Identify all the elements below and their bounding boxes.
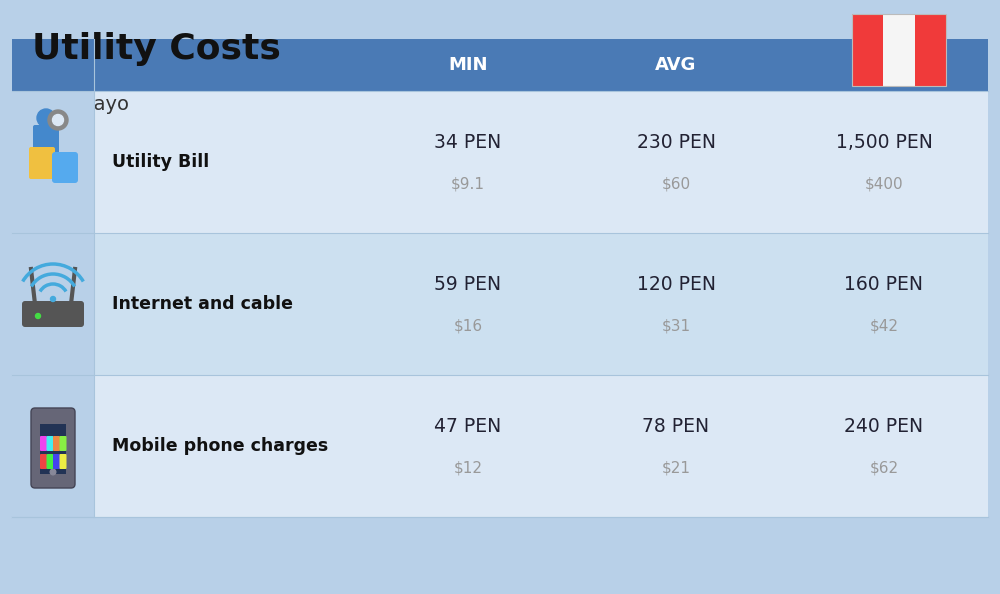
FancyBboxPatch shape [40, 424, 66, 474]
Text: 34 PEN: 34 PEN [434, 132, 502, 151]
FancyBboxPatch shape [12, 91, 988, 233]
FancyBboxPatch shape [40, 436, 47, 451]
Circle shape [48, 110, 68, 130]
FancyBboxPatch shape [31, 408, 75, 488]
Text: 59 PEN: 59 PEN [434, 274, 502, 293]
Text: $16: $16 [453, 318, 483, 333]
Text: $42: $42 [870, 318, 898, 333]
FancyBboxPatch shape [60, 436, 66, 451]
FancyBboxPatch shape [22, 301, 84, 327]
Text: $62: $62 [869, 460, 899, 476]
FancyBboxPatch shape [12, 91, 94, 233]
FancyBboxPatch shape [60, 454, 66, 469]
Text: MIN: MIN [448, 56, 488, 74]
FancyBboxPatch shape [53, 454, 60, 469]
Circle shape [50, 469, 56, 475]
Text: 160 PEN: 160 PEN [844, 274, 924, 293]
FancyBboxPatch shape [53, 436, 60, 451]
FancyBboxPatch shape [915, 14, 946, 86]
FancyBboxPatch shape [12, 233, 94, 375]
Text: Utility Bill: Utility Bill [112, 153, 209, 171]
Text: 47 PEN: 47 PEN [434, 416, 502, 435]
FancyBboxPatch shape [12, 233, 988, 375]
Text: 120 PEN: 120 PEN [637, 274, 716, 293]
Circle shape [37, 109, 55, 127]
FancyBboxPatch shape [883, 14, 915, 86]
Text: $12: $12 [454, 460, 482, 476]
Bar [852, 14, 946, 86]
Text: $31: $31 [661, 318, 691, 333]
Text: 230 PEN: 230 PEN [637, 132, 716, 151]
Text: Utility Costs: Utility Costs [32, 32, 281, 66]
FancyBboxPatch shape [12, 375, 988, 517]
Text: $9.1: $9.1 [451, 176, 485, 191]
Text: AVG: AVG [655, 56, 697, 74]
Text: $400: $400 [865, 176, 903, 191]
Text: MAX: MAX [861, 56, 907, 74]
FancyBboxPatch shape [12, 375, 94, 517]
Text: 78 PEN: 78 PEN [642, 416, 710, 435]
FancyBboxPatch shape [46, 436, 54, 451]
Circle shape [50, 296, 56, 302]
FancyBboxPatch shape [12, 39, 988, 91]
Text: $21: $21 [662, 460, 691, 476]
FancyBboxPatch shape [33, 125, 59, 159]
FancyBboxPatch shape [46, 454, 54, 469]
Text: 1,500 PEN: 1,500 PEN [836, 132, 932, 151]
Text: Huancayo: Huancayo [32, 94, 129, 113]
FancyBboxPatch shape [40, 454, 47, 469]
Text: 240 PEN: 240 PEN [844, 416, 924, 435]
Text: Mobile phone charges: Mobile phone charges [112, 437, 328, 455]
Circle shape [53, 115, 64, 125]
Text: Internet and cable: Internet and cable [112, 295, 293, 313]
Circle shape [36, 314, 40, 318]
FancyBboxPatch shape [852, 14, 883, 86]
FancyBboxPatch shape [52, 152, 78, 183]
Text: $60: $60 [661, 176, 691, 191]
FancyBboxPatch shape [29, 147, 55, 179]
